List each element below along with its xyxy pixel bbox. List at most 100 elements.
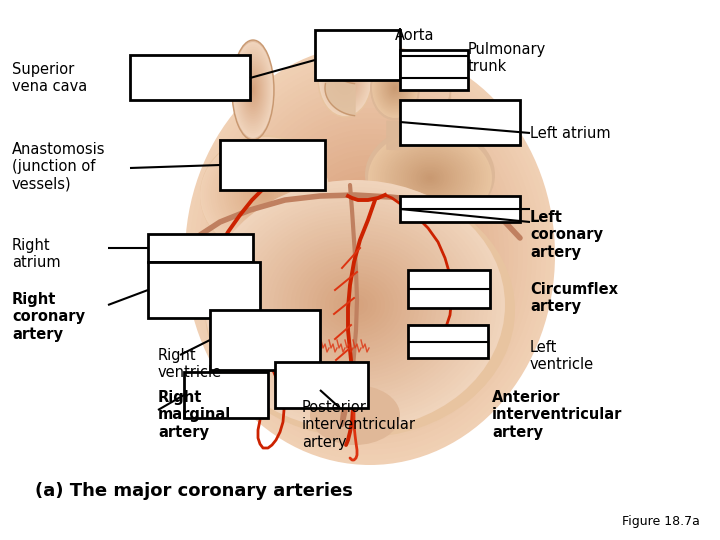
Ellipse shape	[395, 151, 465, 205]
Ellipse shape	[342, 294, 368, 316]
Ellipse shape	[322, 48, 368, 112]
Text: Posterior
interventricular
artery: Posterior interventricular artery	[302, 400, 416, 450]
Bar	[130, 55, 250, 100]
Text: Right
atrium: Right atrium	[12, 238, 60, 271]
Ellipse shape	[318, 43, 372, 118]
Ellipse shape	[320, 276, 390, 334]
Ellipse shape	[342, 224, 397, 287]
Ellipse shape	[338, 70, 352, 90]
Ellipse shape	[335, 65, 356, 94]
Ellipse shape	[261, 191, 269, 199]
Ellipse shape	[329, 284, 381, 326]
Ellipse shape	[378, 138, 482, 218]
Ellipse shape	[259, 129, 481, 381]
Ellipse shape	[375, 63, 415, 113]
Text: Left
coronary
artery: Left coronary artery	[530, 210, 603, 260]
Ellipse shape	[292, 166, 449, 345]
Ellipse shape	[236, 49, 270, 131]
Ellipse shape	[346, 298, 364, 312]
Ellipse shape	[333, 287, 377, 323]
Bar	[400, 50, 468, 90]
Ellipse shape	[305, 181, 435, 328]
Ellipse shape	[261, 226, 449, 383]
Ellipse shape	[304, 262, 406, 348]
Ellipse shape	[342, 76, 348, 84]
Ellipse shape	[413, 165, 446, 191]
Ellipse shape	[189, 50, 550, 460]
Ellipse shape	[244, 69, 262, 112]
Ellipse shape	[373, 59, 417, 117]
Ellipse shape	[316, 273, 394, 337]
Ellipse shape	[256, 187, 274, 202]
Ellipse shape	[269, 234, 441, 376]
Ellipse shape	[237, 52, 269, 129]
Bar	[184, 372, 268, 418]
Ellipse shape	[211, 147, 319, 244]
Ellipse shape	[202, 139, 328, 251]
Ellipse shape	[319, 197, 421, 313]
Ellipse shape	[343, 77, 347, 83]
Ellipse shape	[254, 124, 485, 386]
Text: Right
coronary
artery: Right coronary artery	[12, 292, 85, 342]
Ellipse shape	[246, 73, 260, 107]
Ellipse shape	[410, 162, 451, 194]
Ellipse shape	[426, 175, 434, 181]
Ellipse shape	[250, 118, 490, 392]
Ellipse shape	[392, 84, 398, 92]
Ellipse shape	[222, 157, 308, 234]
Ellipse shape	[338, 218, 402, 292]
Ellipse shape	[252, 87, 254, 92]
Ellipse shape	[420, 170, 441, 186]
Ellipse shape	[234, 44, 272, 136]
Ellipse shape	[264, 134, 477, 376]
Ellipse shape	[333, 64, 356, 96]
Ellipse shape	[424, 173, 436, 183]
Ellipse shape	[238, 54, 268, 126]
Ellipse shape	[336, 67, 354, 93]
Ellipse shape	[399, 154, 461, 202]
Ellipse shape	[326, 54, 364, 106]
Ellipse shape	[213, 148, 317, 241]
Ellipse shape	[333, 63, 358, 97]
Ellipse shape	[301, 176, 439, 334]
Ellipse shape	[356, 239, 384, 271]
Ellipse shape	[205, 180, 505, 430]
Ellipse shape	[296, 171, 444, 339]
Ellipse shape	[235, 168, 295, 222]
Ellipse shape	[233, 166, 297, 224]
Ellipse shape	[411, 164, 449, 192]
Ellipse shape	[392, 85, 397, 91]
Ellipse shape	[382, 141, 477, 215]
Ellipse shape	[230, 201, 480, 409]
Ellipse shape	[248, 179, 282, 211]
Ellipse shape	[269, 139, 472, 370]
Ellipse shape	[228, 162, 302, 228]
Ellipse shape	[310, 187, 430, 323]
Ellipse shape	[252, 184, 278, 207]
Ellipse shape	[222, 87, 518, 423]
Ellipse shape	[200, 137, 330, 253]
Ellipse shape	[217, 82, 523, 428]
Ellipse shape	[204, 141, 325, 249]
Ellipse shape	[245, 71, 261, 109]
Text: Left atrium: Left atrium	[530, 126, 611, 141]
Ellipse shape	[393, 149, 467, 207]
Ellipse shape	[320, 45, 370, 114]
Ellipse shape	[295, 255, 415, 355]
Ellipse shape	[204, 66, 536, 444]
Ellipse shape	[256, 223, 454, 387]
Ellipse shape	[339, 71, 351, 89]
Ellipse shape	[248, 215, 462, 394]
Ellipse shape	[377, 64, 413, 112]
Bar	[210, 310, 320, 370]
Ellipse shape	[372, 58, 418, 118]
Ellipse shape	[200, 135, 330, 255]
Ellipse shape	[389, 146, 472, 210]
Ellipse shape	[390, 80, 401, 96]
Ellipse shape	[387, 78, 403, 98]
Bar	[148, 262, 260, 318]
Ellipse shape	[243, 66, 263, 114]
Ellipse shape	[243, 212, 467, 398]
Ellipse shape	[405, 159, 455, 197]
Ellipse shape	[328, 56, 363, 104]
